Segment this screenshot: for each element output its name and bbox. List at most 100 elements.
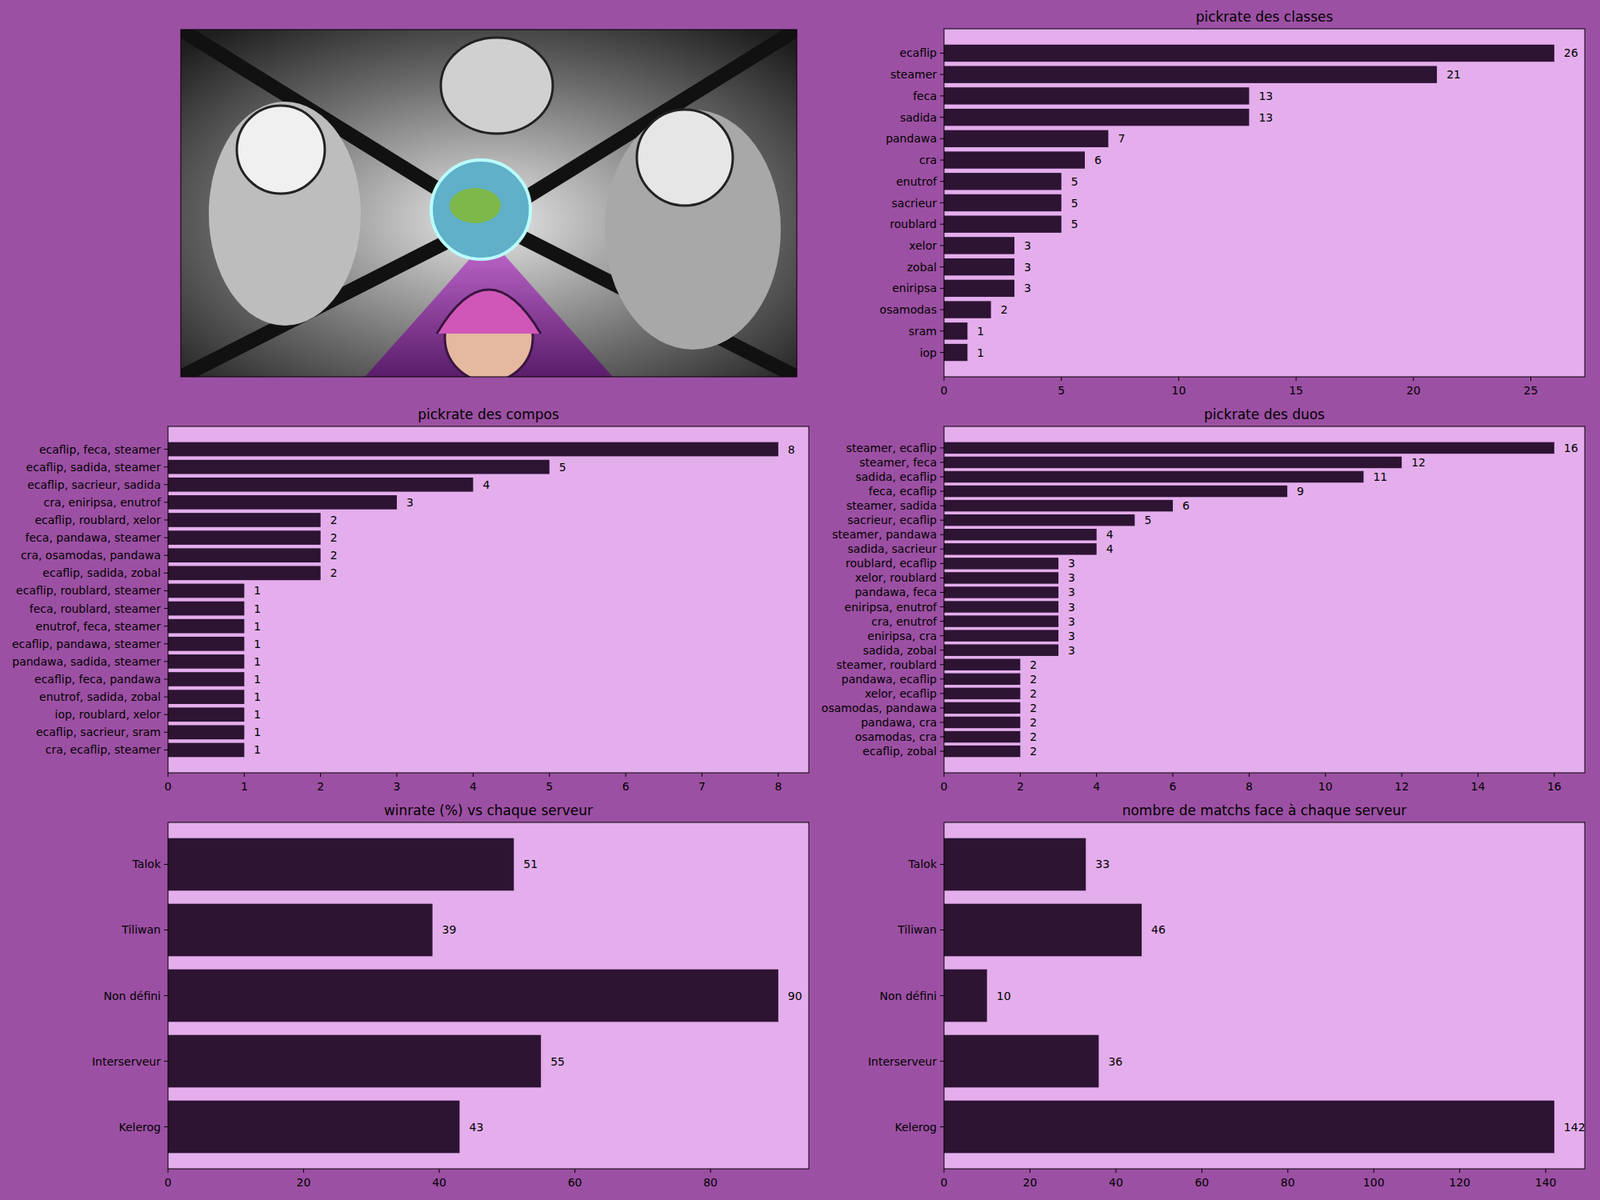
bar bbox=[944, 731, 1020, 743]
x-tick-label: 0 bbox=[940, 780, 948, 793]
x-tick bbox=[1530, 376, 1532, 381]
plot-frame bbox=[168, 426, 809, 773]
x-tick-label: 6 bbox=[1169, 780, 1177, 793]
x-tick bbox=[1029, 1168, 1031, 1173]
data-label: 2 bbox=[1029, 716, 1037, 729]
y-tick-label: pandawa bbox=[885, 132, 937, 145]
illustration bbox=[180, 29, 797, 382]
x-tick-label: 2 bbox=[316, 780, 324, 793]
x-tick bbox=[1172, 772, 1174, 777]
data-label: 5 bbox=[1144, 513, 1152, 527]
data-label: 16 bbox=[1564, 441, 1579, 455]
illustration-figure bbox=[236, 105, 325, 194]
y-tick bbox=[164, 608, 168, 609]
bar bbox=[944, 745, 1020, 757]
data-label: 3 bbox=[1068, 644, 1076, 657]
plot-frame bbox=[168, 822, 809, 1169]
y-tick bbox=[164, 714, 168, 716]
y-tick bbox=[940, 447, 944, 448]
x-tick bbox=[303, 1168, 304, 1173]
x-tick bbox=[472, 772, 474, 777]
bars bbox=[944, 44, 1555, 361]
bar bbox=[944, 300, 992, 318]
data-label: 2 bbox=[1000, 303, 1008, 316]
x-tick-label: 20 bbox=[1406, 384, 1421, 397]
x-tick-label: 60 bbox=[568, 1176, 583, 1189]
illustration-art bbox=[180, 29, 797, 377]
bar bbox=[168, 838, 514, 892]
bar bbox=[944, 904, 1142, 957]
data-label: 2 bbox=[330, 513, 338, 527]
y-tick-label: sadida, sacrieur bbox=[848, 542, 938, 556]
data-label: 1 bbox=[976, 324, 984, 338]
y-tick bbox=[164, 448, 168, 450]
data-label: 3 bbox=[1068, 600, 1076, 614]
bar bbox=[168, 548, 321, 563]
data-label: 3 bbox=[1068, 556, 1076, 570]
bar bbox=[168, 636, 244, 652]
bar bbox=[944, 659, 1020, 671]
bar bbox=[168, 1100, 460, 1154]
x-tick-label: 3 bbox=[393, 780, 401, 793]
y-tick bbox=[164, 696, 168, 698]
x-tick bbox=[701, 772, 703, 777]
x-tick-label: 40 bbox=[432, 1176, 447, 1189]
y-tick bbox=[940, 649, 944, 651]
y-tick bbox=[940, 751, 944, 752]
illustration-figure bbox=[208, 101, 361, 326]
y-tick-label: ecaflip, roublard, xelor bbox=[34, 513, 161, 527]
x-tick bbox=[168, 1168, 169, 1173]
y-tick-label: cra, ecaflip, steamer bbox=[45, 743, 162, 756]
y-tick-label: eniripsa, cra bbox=[867, 629, 937, 643]
y-tick-label: osamodas, pandawa bbox=[821, 701, 937, 715]
data-label: 5 bbox=[1071, 196, 1079, 210]
illustration-figure bbox=[440, 37, 553, 134]
x-tick bbox=[574, 1168, 576, 1173]
y-tick bbox=[940, 330, 944, 332]
data-label: 1 bbox=[253, 690, 261, 704]
x-tick-label: 80 bbox=[1280, 1176, 1296, 1189]
y-tick-label: sadida bbox=[900, 111, 937, 124]
y-tick-label: eniripsa, enutrof bbox=[844, 600, 939, 614]
background bbox=[0, 0, 1600, 1200]
bar bbox=[944, 1100, 1555, 1154]
bar bbox=[944, 615, 1059, 627]
x-tick bbox=[1020, 772, 1021, 777]
data-label: 2 bbox=[1029, 687, 1037, 700]
data-label: 142 bbox=[1564, 1120, 1586, 1134]
bar bbox=[944, 258, 1015, 276]
bar bbox=[944, 500, 1173, 512]
y-tick-label: roublard bbox=[889, 217, 937, 231]
y-tick-label: steamer, pandawa bbox=[832, 528, 937, 541]
data-label: 1 bbox=[253, 708, 261, 721]
data-label: 3 bbox=[1068, 629, 1076, 643]
x-tick-label: 6 bbox=[622, 780, 630, 793]
x-tick-label: 16 bbox=[1547, 780, 1562, 793]
data-label: 26 bbox=[1564, 46, 1579, 60]
illustration-figure bbox=[604, 109, 781, 350]
bars bbox=[168, 838, 779, 1154]
data-label: 2 bbox=[1029, 701, 1037, 715]
y-tick bbox=[940, 224, 944, 225]
y-tick-label: pandawa, feca bbox=[854, 585, 937, 599]
bar bbox=[944, 322, 968, 340]
bar bbox=[944, 344, 968, 361]
data-label: 3 bbox=[406, 496, 414, 509]
y-tick bbox=[940, 74, 944, 76]
y-tick-label: ecaflip, sadida, zobal bbox=[42, 566, 161, 580]
bar bbox=[944, 543, 1097, 555]
y-tick-label: ecaflip bbox=[900, 46, 938, 60]
bar bbox=[944, 280, 1015, 297]
bar bbox=[944, 216, 1062, 233]
x-tick-label: 140 bbox=[1535, 1176, 1557, 1189]
bars bbox=[168, 442, 779, 758]
plot-area bbox=[944, 426, 1585, 773]
y-tick bbox=[940, 721, 944, 723]
dashboard: pickrate des classes2621131376555333211e… bbox=[0, 0, 1600, 1200]
data-label: 39 bbox=[442, 923, 457, 936]
bar bbox=[944, 572, 1059, 584]
y-tick-label: Interserveur bbox=[92, 1055, 161, 1068]
illustration-bg bbox=[180, 29, 797, 377]
x-tick-label: 8 bbox=[1245, 780, 1253, 793]
x-tick bbox=[1373, 1168, 1375, 1173]
